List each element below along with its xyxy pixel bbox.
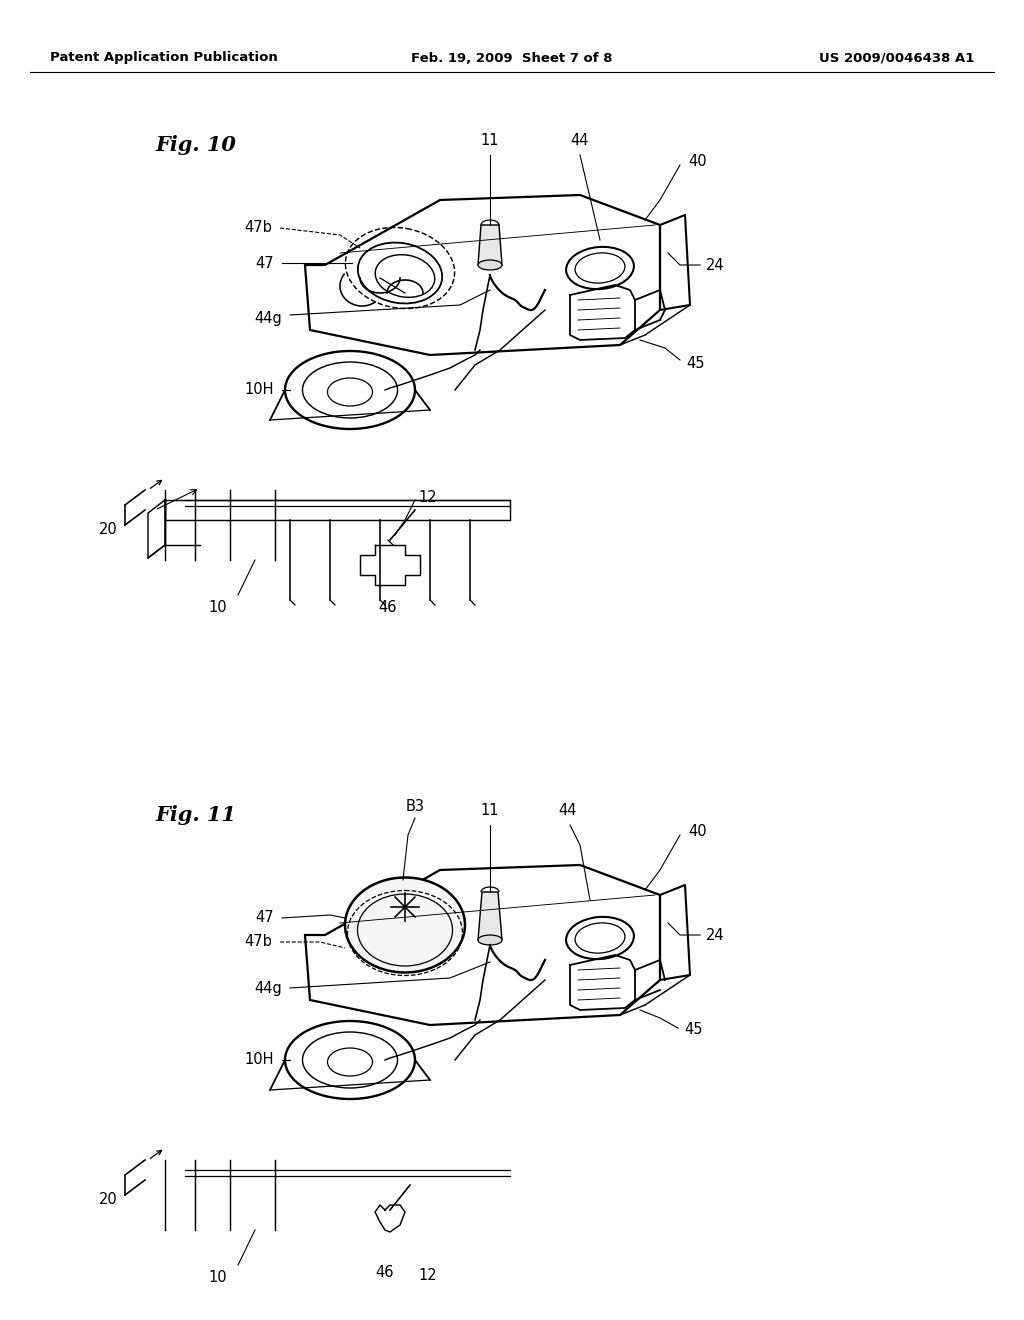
Text: 24: 24 bbox=[706, 928, 725, 942]
Ellipse shape bbox=[478, 935, 502, 945]
Text: 10: 10 bbox=[209, 1270, 227, 1284]
Text: B3: B3 bbox=[406, 799, 425, 814]
Text: 40: 40 bbox=[688, 154, 707, 169]
Polygon shape bbox=[478, 892, 502, 940]
Text: Feb. 19, 2009  Sheet 7 of 8: Feb. 19, 2009 Sheet 7 of 8 bbox=[412, 51, 612, 65]
Text: 20: 20 bbox=[99, 1192, 118, 1208]
Polygon shape bbox=[478, 224, 502, 265]
Text: 47b: 47b bbox=[244, 220, 272, 235]
Text: Fig. 10: Fig. 10 bbox=[155, 135, 236, 154]
Text: 47: 47 bbox=[255, 911, 274, 925]
Text: 47b: 47b bbox=[244, 935, 272, 949]
Text: US 2009/0046438 A1: US 2009/0046438 A1 bbox=[818, 51, 974, 65]
Text: 44g: 44g bbox=[254, 981, 282, 995]
Text: 11: 11 bbox=[480, 133, 500, 148]
Text: 45: 45 bbox=[684, 1023, 702, 1038]
Text: 44: 44 bbox=[570, 133, 589, 148]
Text: 40: 40 bbox=[688, 825, 707, 840]
Text: Fig. 11: Fig. 11 bbox=[155, 805, 236, 825]
Text: 12: 12 bbox=[418, 1269, 436, 1283]
Text: 12: 12 bbox=[418, 491, 436, 506]
Ellipse shape bbox=[478, 260, 502, 271]
Text: 11: 11 bbox=[480, 803, 500, 818]
Text: 45: 45 bbox=[686, 355, 705, 371]
Text: 10H: 10H bbox=[245, 1052, 274, 1068]
Text: 10H: 10H bbox=[245, 383, 274, 397]
Text: Patent Application Publication: Patent Application Publication bbox=[50, 51, 278, 65]
Ellipse shape bbox=[345, 878, 465, 973]
Text: 10: 10 bbox=[209, 601, 227, 615]
Text: 20: 20 bbox=[99, 523, 118, 537]
Text: 44g: 44g bbox=[254, 310, 282, 326]
Text: 46: 46 bbox=[379, 601, 397, 615]
Text: 47: 47 bbox=[255, 256, 274, 271]
Text: 44: 44 bbox=[559, 803, 578, 818]
Text: 46: 46 bbox=[376, 1265, 394, 1280]
Text: 24: 24 bbox=[706, 257, 725, 272]
